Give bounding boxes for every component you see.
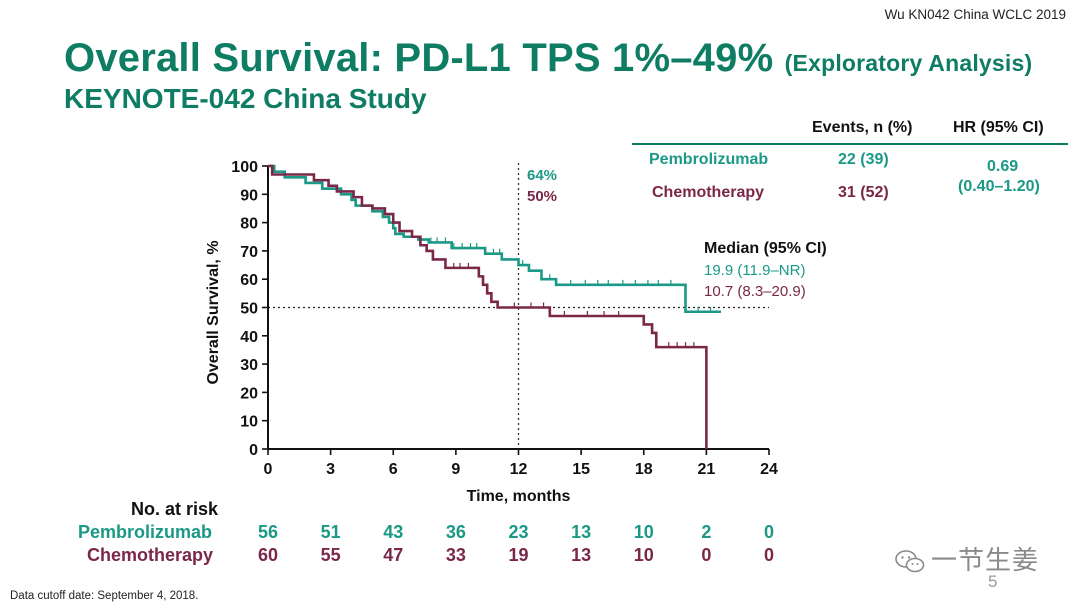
axes bbox=[262, 165, 770, 455]
footer-note: Data cutoff date: September 4, 2018. bbox=[10, 590, 199, 602]
risk-count-chemotherapy-0: 60 bbox=[257, 545, 279, 565]
x-tick-label-3: 3 bbox=[326, 461, 335, 478]
risk-count-chemotherapy-15: 13 bbox=[571, 545, 592, 565]
risk-count-pembrolizumab-18: 10 bbox=[633, 522, 654, 542]
citation: Wu KN042 China WCLC 2019 bbox=[884, 7, 1066, 22]
risk-count-pembrolizumab-21: 2 bbox=[701, 522, 712, 542]
y-tick-label-70: 70 bbox=[240, 244, 258, 261]
page-subtitle: KEYNOTE-042 China Study bbox=[64, 83, 427, 114]
risk-count-pembrolizumab-24: 0 bbox=[763, 522, 774, 542]
watermark-text: 一节生姜 bbox=[931, 545, 1040, 575]
y-tick-label-10: 10 bbox=[240, 414, 258, 431]
x-tick-label-21: 21 bbox=[697, 461, 715, 478]
y-tick-label-20: 20 bbox=[240, 385, 258, 402]
landmark-12mo-chemotherapy: 50% bbox=[527, 188, 558, 205]
y-tick-label-60: 60 bbox=[240, 272, 258, 289]
series bbox=[268, 164, 721, 449]
risk-count-pembrolizumab-15: 13 bbox=[571, 522, 592, 542]
y-tick-label-90: 90 bbox=[240, 187, 258, 204]
wechat-icon bbox=[895, 550, 925, 573]
y-tick-label-40: 40 bbox=[240, 329, 258, 346]
risk-count-pembrolizumab-9: 36 bbox=[445, 522, 466, 542]
risk-count-chemotherapy-18: 10 bbox=[633, 545, 654, 565]
risk-count-chemotherapy-21: 0 bbox=[701, 545, 712, 565]
reference-lines bbox=[268, 163, 769, 449]
title-qualifier: (Exploratory Analysis) bbox=[784, 50, 1033, 76]
risk-count-chemotherapy-3: 55 bbox=[320, 545, 341, 565]
landmark-12mo-pembrolizumab: 64% bbox=[527, 167, 558, 184]
risk-count-pembrolizumab-3: 51 bbox=[320, 522, 341, 542]
risk-table-title: No. at risk bbox=[131, 499, 219, 519]
y-tick-label-30: 30 bbox=[240, 357, 258, 374]
median-pembrolizumab: 19.9 (11.9–NR) bbox=[704, 262, 806, 279]
y-tick-label-100: 100 bbox=[231, 159, 258, 176]
km-curve-chemotherapy bbox=[268, 164, 708, 449]
x-tick-label-0: 0 bbox=[264, 461, 273, 478]
x-tick-label-9: 9 bbox=[451, 461, 460, 478]
risk-count-chemotherapy-12: 19 bbox=[508, 545, 529, 565]
risk-count-chemotherapy-24: 0 bbox=[763, 545, 774, 565]
axis-labels: 0 10 20 30 40 50 60 70 80 90 100 0 3 6 9 12 15 18 21 24 Time… bbox=[205, 159, 778, 505]
risk-count-pembrolizumab-6: 43 bbox=[383, 522, 404, 542]
risk-count-pembrolizumab-12: 23 bbox=[508, 522, 529, 542]
y-axis-title: Overall Survival, % bbox=[205, 240, 222, 384]
page-number: 5 bbox=[988, 572, 998, 591]
median-chemotherapy: 10.7 (8.3–20.9) bbox=[704, 283, 806, 300]
page-title: Overall Survival: PD-L1 TPS 1%–49% (Expl… bbox=[64, 36, 1032, 81]
median-header: Median (95% CI) bbox=[704, 240, 827, 257]
x-tick-label-15: 15 bbox=[572, 461, 590, 478]
x-tick-label-6: 6 bbox=[389, 461, 398, 478]
title-main: Overall Survival: PD-L1 TPS 1%–49% bbox=[64, 36, 774, 80]
km-curve-pembrolizumab bbox=[268, 164, 721, 314]
x-tick-label-12: 12 bbox=[510, 461, 528, 478]
x-tick-label-24: 24 bbox=[760, 461, 778, 478]
watermark: 一节生姜 bbox=[895, 540, 1039, 577]
x-tick-label-18: 18 bbox=[635, 461, 653, 478]
risk-count-chemotherapy-9: 33 bbox=[445, 545, 466, 565]
x-axis-title: Time, months bbox=[467, 488, 571, 505]
y-tick-label-0: 0 bbox=[249, 442, 258, 459]
risk-count-pembrolizumab-0: 56 bbox=[257, 522, 279, 542]
risk-row-label-pembrolizumab: Pembrolizumab bbox=[78, 522, 213, 542]
risk-count-chemotherapy-6: 47 bbox=[383, 545, 404, 565]
risk-row-label-chemotherapy: Chemotherapy bbox=[87, 545, 214, 565]
y-tick-label-80: 80 bbox=[240, 216, 258, 233]
y-tick-label-50: 50 bbox=[240, 301, 258, 318]
